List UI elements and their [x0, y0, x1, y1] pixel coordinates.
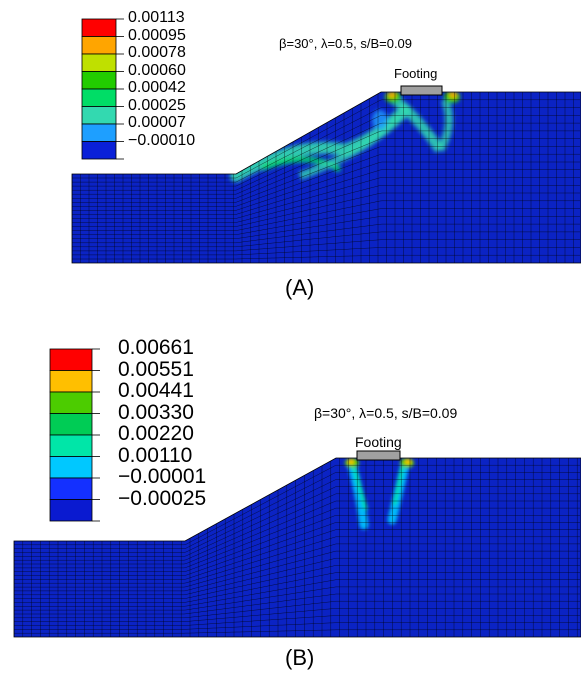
legend-swatch	[49, 348, 93, 371]
panel-caption: (B)	[285, 645, 315, 670]
legend-value: 0.00042	[128, 79, 186, 97]
legend-value: 0.00007	[128, 114, 186, 132]
legend-value: 0.00551	[118, 357, 194, 381]
footing	[356, 450, 401, 461]
mesh-plot-b	[13, 348, 581, 638]
legend-swatch	[49, 456, 93, 479]
legend-swatch	[81, 123, 117, 142]
soil-domain-a	[72, 92, 581, 263]
legend-swatch	[81, 141, 117, 160]
legend-swatch	[81, 88, 117, 107]
color-legend-b	[49, 348, 100, 522]
legend-swatch	[49, 499, 93, 522]
legend-value: 0.00110	[118, 443, 193, 467]
legend-value: 0.00113	[128, 9, 185, 27]
footing-label: Footing	[394, 66, 438, 81]
mesh-grid-a	[72, 92, 580, 263]
legend-swatch	[49, 477, 93, 500]
legend-swatch	[49, 391, 93, 414]
mesh-plot-a	[71, 18, 581, 264]
legend-value: 0.00025	[128, 96, 186, 114]
legend-value: −0.00025	[118, 486, 207, 510]
legend-swatch	[81, 36, 117, 55]
legend-value: 0.00661	[118, 336, 194, 360]
panel-caption: (A)	[285, 275, 315, 300]
parameters-label: β=30°, λ=0.5, s/B=0.09	[314, 405, 458, 421]
legend-value: 0.00220	[118, 422, 194, 446]
legend-value: 0.00330	[118, 400, 194, 424]
legend-swatch	[81, 106, 117, 125]
footing	[400, 85, 443, 96]
soil-domain-b	[14, 458, 581, 637]
legend-value: 0.00095	[128, 26, 186, 44]
footing-label: Footing	[355, 434, 402, 450]
parameters-label: β=30°, λ=0.5, s/B=0.09	[279, 36, 413, 51]
panel-a: β=30°, λ=0.5, s/B=0.09 Footing (A) 0.001…	[0, 0, 581, 330]
legend-value: 0.00060	[128, 61, 186, 79]
legend-value: −0.00001	[118, 465, 207, 489]
mesh-grid-b	[14, 458, 580, 637]
legend-swatch	[49, 370, 93, 393]
legend-swatch	[81, 71, 117, 90]
legend-swatch	[81, 53, 117, 72]
panel-b: β=30°, λ=0.5, s/B=0.09 Footing (B) 0.006…	[0, 335, 581, 677]
legend-value: −0.00010	[128, 131, 196, 149]
legend-value: 0.00078	[128, 44, 186, 62]
color-legend-a	[81, 18, 124, 160]
legend-value: 0.00441	[118, 379, 194, 403]
legend-swatch	[49, 413, 93, 436]
legend-swatch	[49, 434, 93, 457]
strain-contours-a	[230, 92, 460, 182]
legend-swatch	[81, 18, 117, 37]
